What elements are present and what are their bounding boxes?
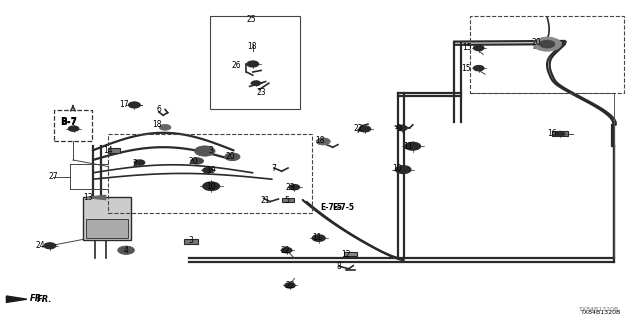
Text: 27: 27 [48,172,58,181]
Text: 22: 22 [280,246,289,255]
Text: TX84B1320B: TX84B1320B [579,307,620,312]
Text: 20: 20 [188,157,198,166]
Text: 15: 15 [462,43,472,52]
Circle shape [540,40,555,48]
Text: 8: 8 [337,262,342,271]
Circle shape [316,138,330,145]
Text: 16: 16 [547,129,557,138]
Text: 24: 24 [35,241,45,250]
Circle shape [285,283,295,288]
Bar [108,134,312,213]
Text: 17: 17 [118,100,129,109]
Bar [184,239,198,244]
Circle shape [203,168,213,173]
Circle shape [203,182,220,190]
Polygon shape [6,296,27,302]
Text: 22: 22 [354,124,363,133]
Bar [210,16,300,109]
Text: 3: 3 [209,146,214,155]
Text: 18: 18 [152,120,161,129]
Bar [108,148,120,153]
Circle shape [397,125,407,131]
Circle shape [195,146,215,156]
Text: 18: 18 [247,42,256,51]
Circle shape [225,153,240,161]
Bar [83,197,131,240]
Circle shape [159,124,171,130]
Text: E-7-5: E-7-5 [332,203,354,212]
Bar [470,16,624,93]
Text: 10: 10 [206,182,216,191]
Circle shape [474,45,484,51]
Circle shape [129,102,140,108]
Text: 25: 25 [246,15,257,24]
Text: 23: 23 [285,183,295,192]
Circle shape [134,160,145,165]
Circle shape [289,185,300,190]
Bar [54,110,92,141]
Text: 22: 22 [285,281,294,290]
Polygon shape [86,195,106,200]
Circle shape [44,243,56,249]
Text: 5: 5 [284,196,289,204]
Text: 14: 14 [102,146,113,155]
Circle shape [247,61,259,67]
Text: 4: 4 [124,246,129,255]
Circle shape [191,158,204,164]
Text: B-7: B-7 [61,117,77,126]
Circle shape [118,246,134,254]
Text: 20: 20 [531,38,541,47]
Text: 2: 2 [132,159,137,168]
Circle shape [474,66,484,71]
Text: 12: 12 [341,250,350,259]
Circle shape [533,37,561,51]
Text: FR.: FR. [29,294,45,303]
Text: 11: 11 [404,142,413,151]
Text: 3: 3 [188,236,193,245]
Circle shape [252,81,260,85]
Bar [282,198,294,203]
Text: 13: 13 [83,193,93,202]
Circle shape [282,248,292,253]
Circle shape [556,132,564,136]
Text: FR.: FR. [37,295,52,304]
Text: 10: 10 [392,164,402,173]
Text: 9: 9 [396,124,401,132]
Circle shape [359,126,371,132]
Circle shape [68,126,79,131]
Bar [86,219,128,238]
Text: 11: 11 [312,233,321,242]
Text: 19: 19 [206,166,216,175]
Circle shape [405,142,420,150]
Text: 20: 20 [225,152,236,161]
Circle shape [396,166,411,173]
Text: 23: 23 [256,88,266,97]
Text: B-7: B-7 [61,118,77,127]
Text: 7: 7 [271,164,276,172]
Circle shape [312,235,325,241]
Bar [344,252,357,257]
Bar [552,131,568,136]
Text: 21: 21 [261,196,270,205]
Text: 15: 15 [461,64,471,73]
Text: 18: 18 [316,136,324,145]
Text: E-7-5: E-7-5 [321,203,342,212]
Text: 26: 26 [232,61,242,70]
Text: 6: 6 [156,105,161,114]
Text: TX84B1320B: TX84B1320B [582,309,621,315]
